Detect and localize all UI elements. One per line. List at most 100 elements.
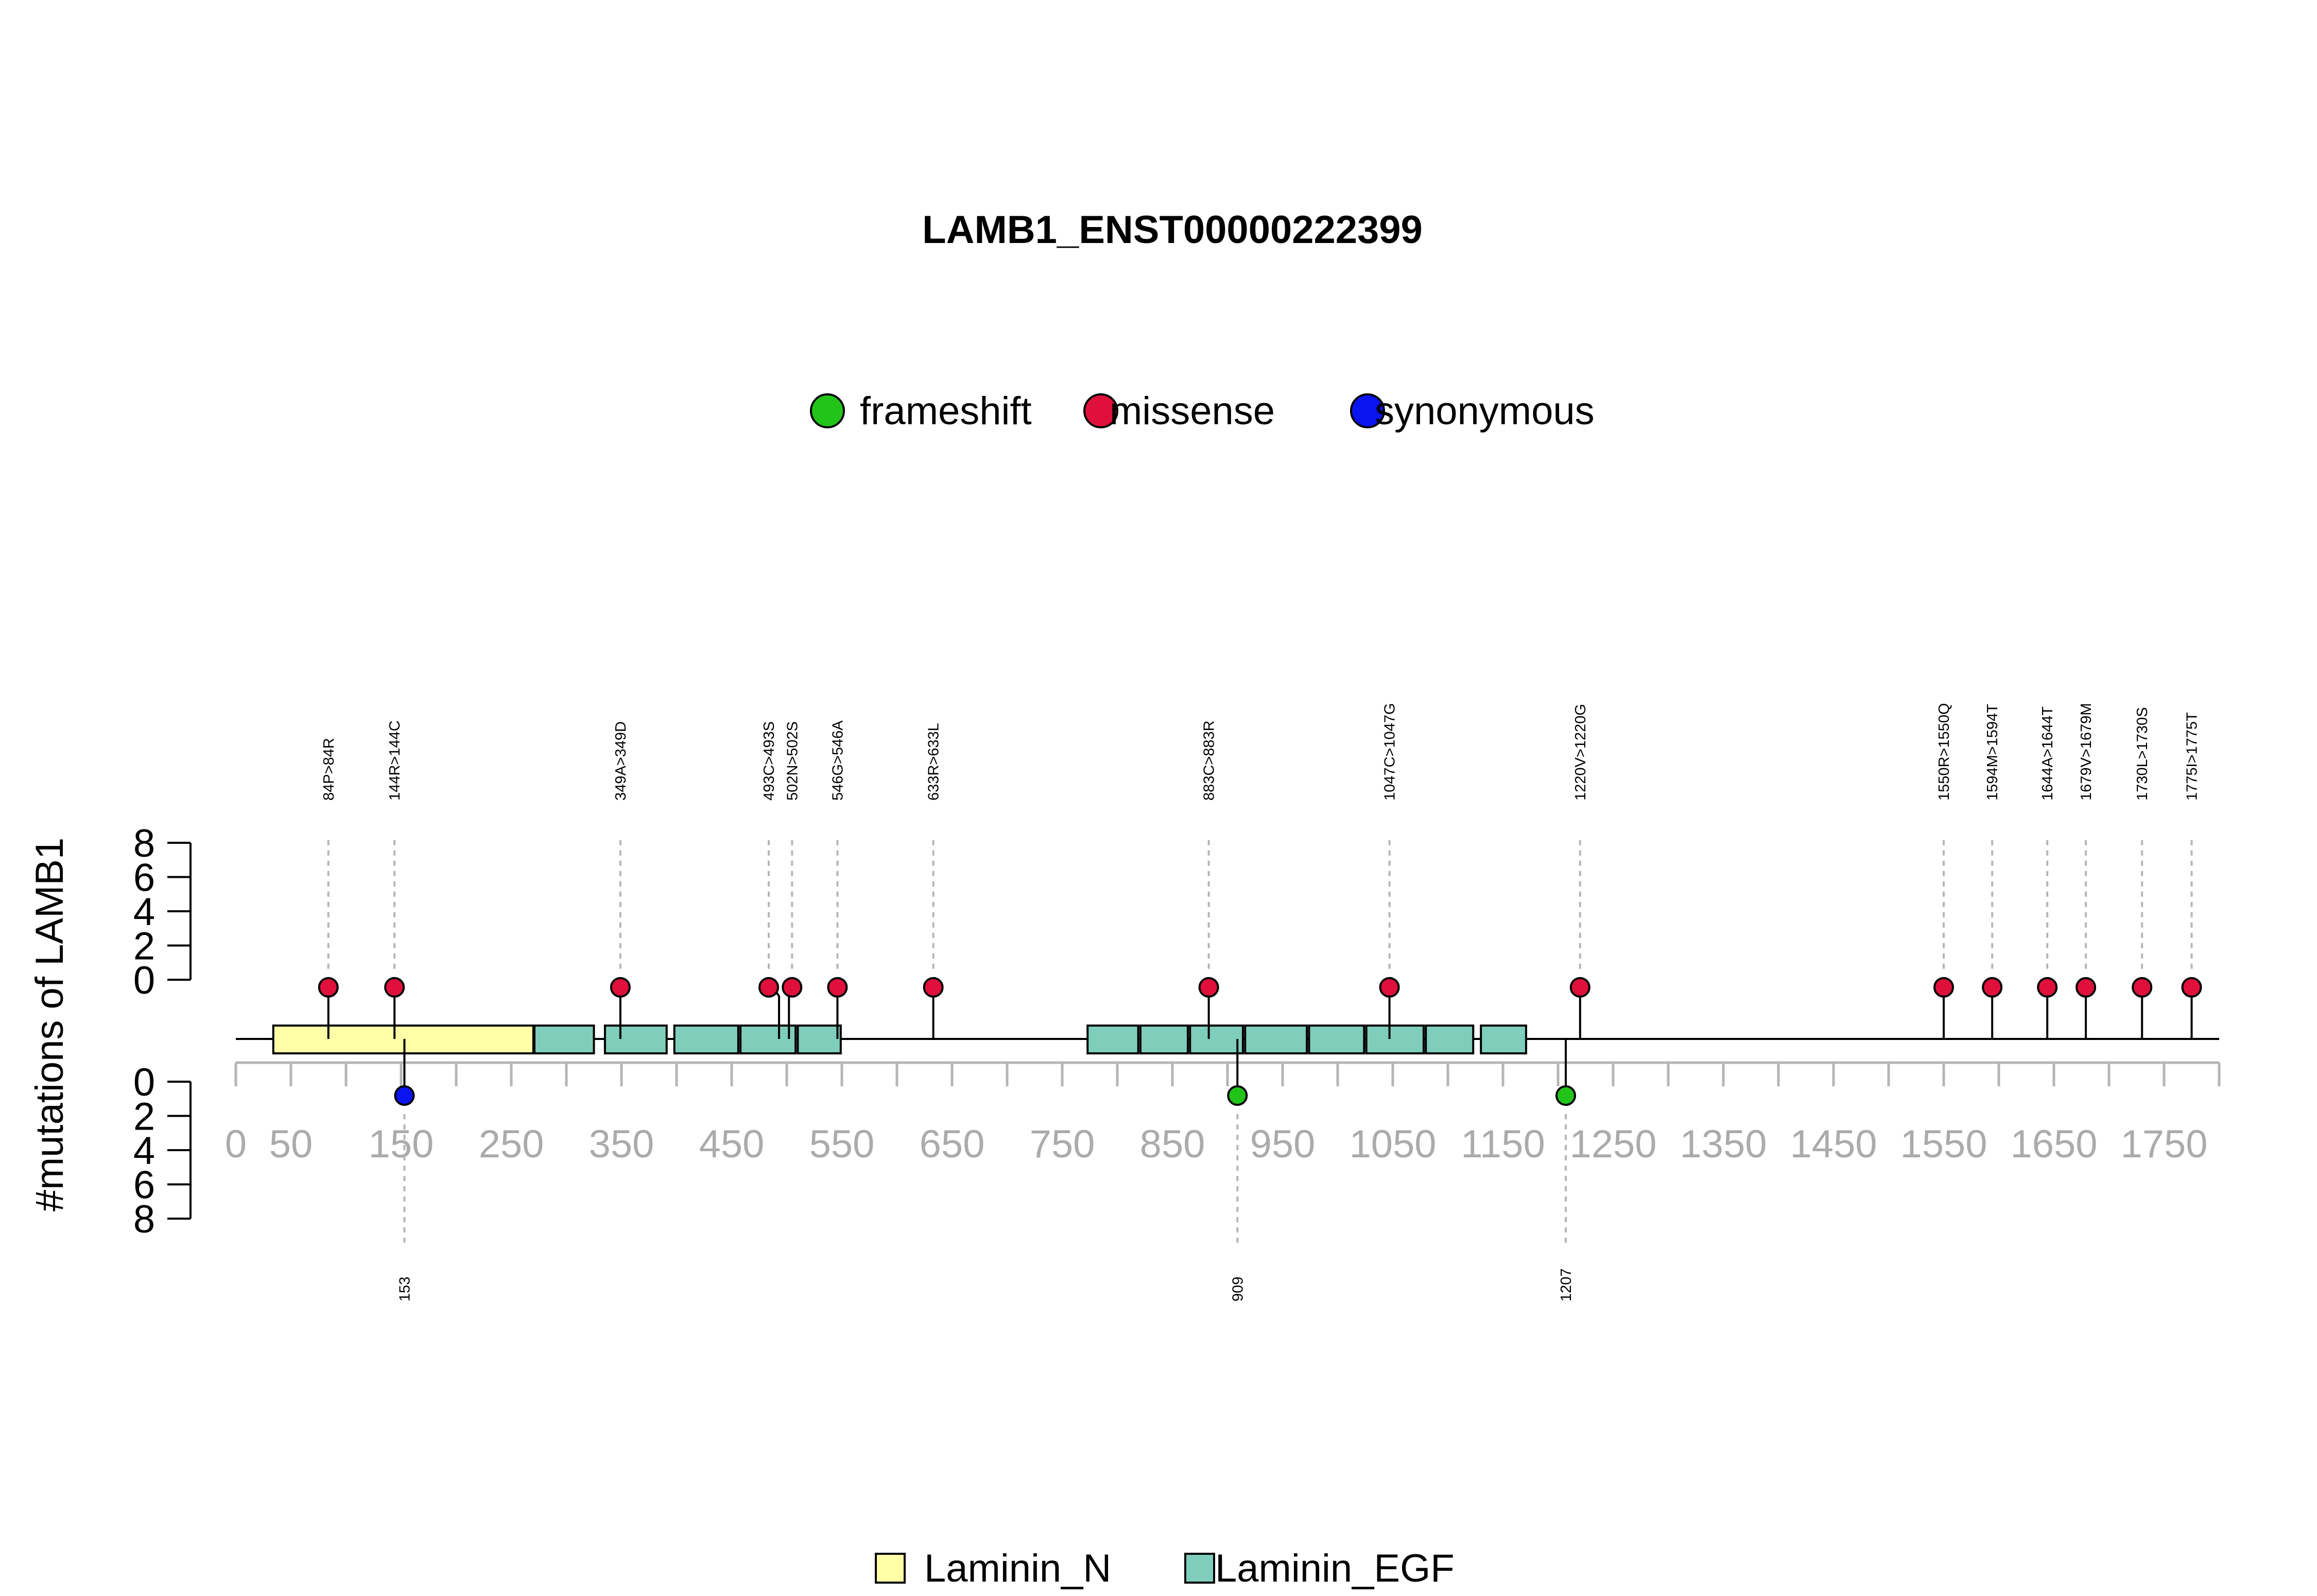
chart-title: LAMB1_ENST00000222399 — [922, 208, 1423, 252]
domain-Laminin_EGF — [797, 1025, 842, 1054]
x-tick-label: 1350 — [1680, 1122, 1767, 1166]
x-axis: 0 50 150 250 350 450 550 650 750 850 950 1050 1150 12… — [225, 1061, 2221, 1166]
x-tick-label: 1450 — [1790, 1122, 1877, 1166]
lollipop-head-missense — [2076, 977, 2097, 998]
lollipop-head-missense — [1982, 977, 2003, 998]
domain-Laminin_EGF — [673, 1025, 739, 1054]
x-tick-label: 750 — [1030, 1122, 1095, 1166]
lollipop-head-missense — [1379, 977, 1400, 998]
x-tick-label: 250 — [479, 1122, 544, 1166]
mutation-label: 633R>633L — [926, 723, 942, 801]
x-tick-label: 50 — [269, 1122, 313, 1166]
x-tick-label: 950 — [1250, 1122, 1316, 1166]
mutation-label: 1207 — [1558, 1268, 1575, 1302]
lollipop-head-missense — [1569, 977, 1590, 998]
legend-swatch-Laminin_N — [875, 1553, 906, 1584]
domain-Laminin_EGF — [1189, 1025, 1244, 1054]
domain-Laminin_EGF — [1244, 1025, 1308, 1054]
y-tick-label: 0 — [133, 1061, 155, 1104]
x-tick-label: 1550 — [1900, 1122, 1987, 1166]
legend-label-frameshift: frameshift — [860, 389, 1032, 433]
y-tick-label: 6 — [133, 1164, 155, 1207]
mutation-label: 1550R>1550Q — [1936, 703, 1952, 801]
x-tick-label: 450 — [699, 1122, 765, 1166]
lollipop-head-missense — [610, 977, 631, 998]
y-tick-label: 8 — [133, 822, 155, 865]
x-tick-label: 650 — [920, 1122, 985, 1166]
legend-label-missense: missense — [1110, 389, 1275, 433]
x-tick-label: 1050 — [1349, 1122, 1436, 1166]
mutation-label: 493C>493S — [761, 721, 777, 801]
mutation-label: 909 — [1230, 1277, 1246, 1302]
y-tick-label: 0 — [133, 959, 155, 1002]
domain-Laminin_EGF — [1480, 1025, 1527, 1054]
lollipop-head-missense — [2181, 977, 2202, 998]
domain-Laminin_EGF — [1365, 1025, 1425, 1054]
x-tick-label: 150 — [369, 1122, 434, 1166]
lollipop-head-missense — [827, 977, 848, 998]
y-tick-label: 6 — [133, 856, 155, 900]
legend-swatch-Laminin_EGF — [1184, 1553, 1215, 1584]
domain-Laminin_EGF — [1308, 1025, 1365, 1054]
mutation-label: 1679V>1679M — [2078, 703, 2095, 801]
legend-label-Laminin_EGF: Laminin_EGF — [1215, 1547, 1455, 1590]
mutation-label: 1594M>1594T — [1984, 704, 2001, 801]
x-tick-label: 1250 — [1569, 1122, 1656, 1166]
mutation-label: 349A>349D — [613, 721, 629, 801]
y-tick-label: 2 — [133, 1095, 155, 1139]
legend-swatch-frameshift — [810, 393, 845, 428]
lollipop-head-missense — [318, 977, 339, 998]
mutation-label: 1644A>1644T — [2039, 706, 2056, 801]
legend-label-synonymous: synonymous — [1375, 389, 1595, 433]
mutation-label: 1220V>1220G — [1572, 704, 1589, 801]
y-tick-label: 4 — [133, 1129, 155, 1173]
mutation-label: 1047C>1047G — [1382, 703, 1398, 801]
mutation-label: 883C>883R — [1201, 720, 1218, 801]
lollipop-head-missense — [1198, 977, 1219, 998]
mutation-label: 502N>502S — [784, 721, 801, 801]
lollipop-head-frameshift — [1227, 1085, 1248, 1106]
domain-Laminin_EGF — [1425, 1025, 1475, 1054]
domain-Laminin_N — [272, 1025, 534, 1054]
domain-Laminin_EGF — [603, 1025, 668, 1054]
lollipop-head-synonymous — [394, 1085, 415, 1106]
x-tick-label: 1150 — [1461, 1122, 1545, 1166]
y-tick-label: 8 — [133, 1198, 155, 1241]
mutation-label: 1730L>1730S — [2134, 707, 2151, 801]
lollipop-head-missense — [758, 977, 780, 998]
lollipop-head-frameshift — [1555, 1085, 1576, 1106]
mutation-label: 144R>144C — [387, 720, 403, 801]
mutation-type-legend: frameshift missense synonymous — [810, 389, 1595, 433]
mutation-label: 1775I>1775T — [2184, 712, 2201, 801]
x-tick-label: 350 — [589, 1122, 654, 1166]
domain-Laminin_EGF — [533, 1025, 595, 1054]
mutation-label: 84P>84R — [321, 738, 337, 801]
domain-Laminin_EGF — [1086, 1025, 1139, 1054]
mutation-label: 153 — [396, 1277, 413, 1302]
y-axis-label: #mutations of LAMB1 — [28, 838, 72, 1212]
x-tick-label: 550 — [809, 1122, 875, 1166]
lower-lollipops: 153 909 1207 — [394, 1039, 1576, 1302]
x-tick-label: 0 — [225, 1122, 247, 1166]
lollipop-head-missense — [384, 977, 405, 998]
y-tick-label: 2 — [133, 925, 155, 968]
legend-swatch-synonymous — [1350, 393, 1385, 428]
upper-lollipops: 84P>84R 144R>144C 349A>349D 493C>493S 502N>5… — [318, 703, 2202, 1039]
x-tick-label: 1750 — [2120, 1122, 2207, 1166]
legend-label-Laminin_N: Laminin_N — [924, 1547, 1111, 1590]
lollipop-head-missense — [782, 977, 803, 998]
mutation-label: 546G>546A — [829, 720, 846, 801]
y-tick-label: 4 — [133, 890, 155, 934]
protein-domains — [272, 1025, 1527, 1054]
domain-Laminin_EGF — [1139, 1025, 1189, 1054]
lollipop-head-missense — [1933, 977, 1954, 998]
lollipop-head-missense — [2037, 977, 2058, 998]
legend-swatch-missense — [1083, 393, 1118, 428]
lollipop-head-missense — [923, 977, 944, 998]
domain-Laminin_EGF — [739, 1025, 797, 1054]
lollipop-head-missense — [2132, 977, 2153, 998]
x-tick-label: 850 — [1140, 1122, 1205, 1166]
domain-legend: Laminin_N Laminin_EGF — [875, 1547, 1455, 1590]
